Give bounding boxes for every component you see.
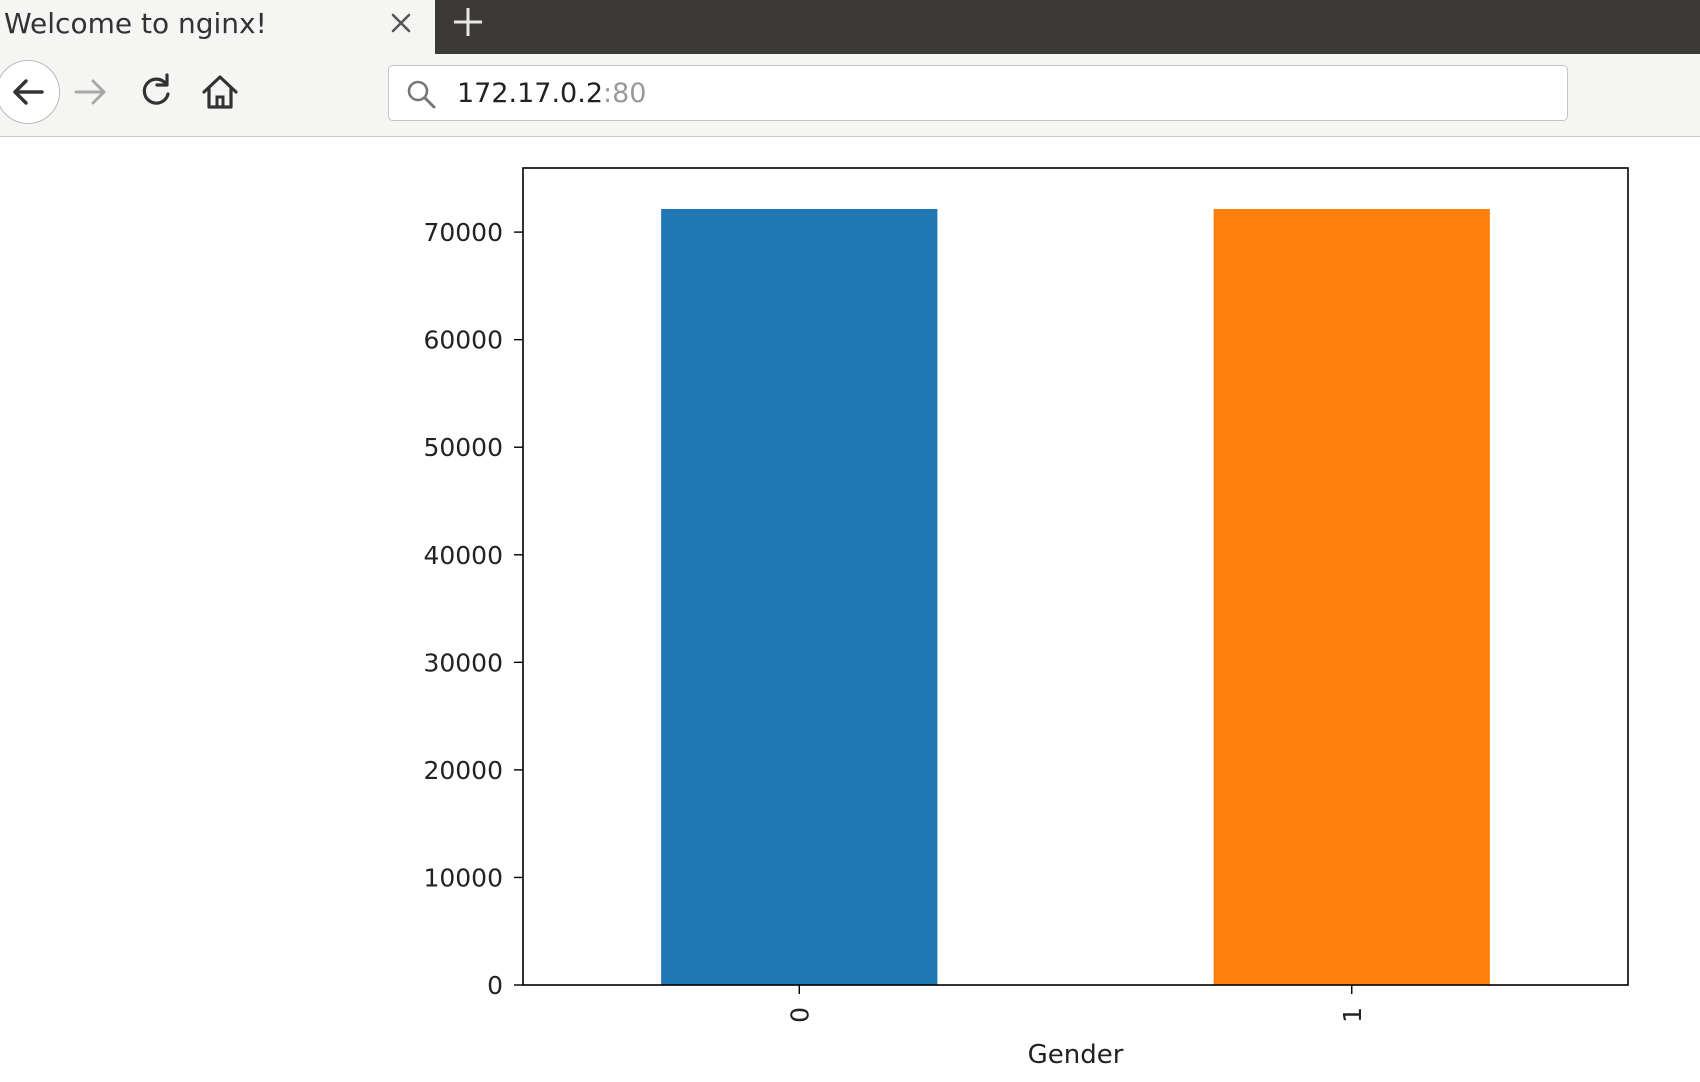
tab-title: Welcome to nginx! [4,7,267,40]
bar-chart: 0 10000 20000 30000 40000 50000 60000 70000 0 1 Ge… [423,167,1629,1070]
close-tab-icon[interactable] [384,6,418,40]
y-tick-label: 20000 [423,756,503,785]
reload-button[interactable] [137,72,175,110]
x-axis-label: Gender [1028,1040,1124,1070]
y-tick-label: 70000 [423,218,503,247]
home-button[interactable] [200,72,240,112]
url-text[interactable]: 172.17.0.2:80 [457,76,646,112]
x-tick-label: 1 [1338,1007,1367,1023]
reload-icon [142,73,170,105]
home-icon [202,75,238,109]
tab-strip: Welcome to nginx! [0,0,1700,54]
y-tick-label: 60000 [423,326,503,355]
bar-1 [1213,208,1490,985]
y-tick-label: 30000 [423,648,503,677]
plot-frame [522,167,1629,986]
new-tab-icon[interactable] [448,2,488,42]
forward-arrow-icon [74,79,106,105]
x-tick-label: 0 [785,1007,814,1023]
search-icon [405,78,437,110]
url-host: 172.17.0.2 [457,78,603,109]
navigation-bar: 172.17.0.2:80 [0,54,1700,137]
bar-0 [661,208,938,985]
tab-welcome[interactable]: Welcome to nginx! [0,0,435,54]
y-tick-label: 50000 [423,433,503,462]
back-button[interactable] [0,60,60,124]
forward-button[interactable] [72,74,110,110]
url-port: :80 [603,78,647,109]
url-bar[interactable]: 172.17.0.2:80 [388,65,1568,121]
back-arrow-icon [13,79,44,105]
y-tick-label: 10000 [423,863,503,892]
y-tick-label: 0 [487,971,503,1000]
y-tick-label: 40000 [423,541,503,570]
